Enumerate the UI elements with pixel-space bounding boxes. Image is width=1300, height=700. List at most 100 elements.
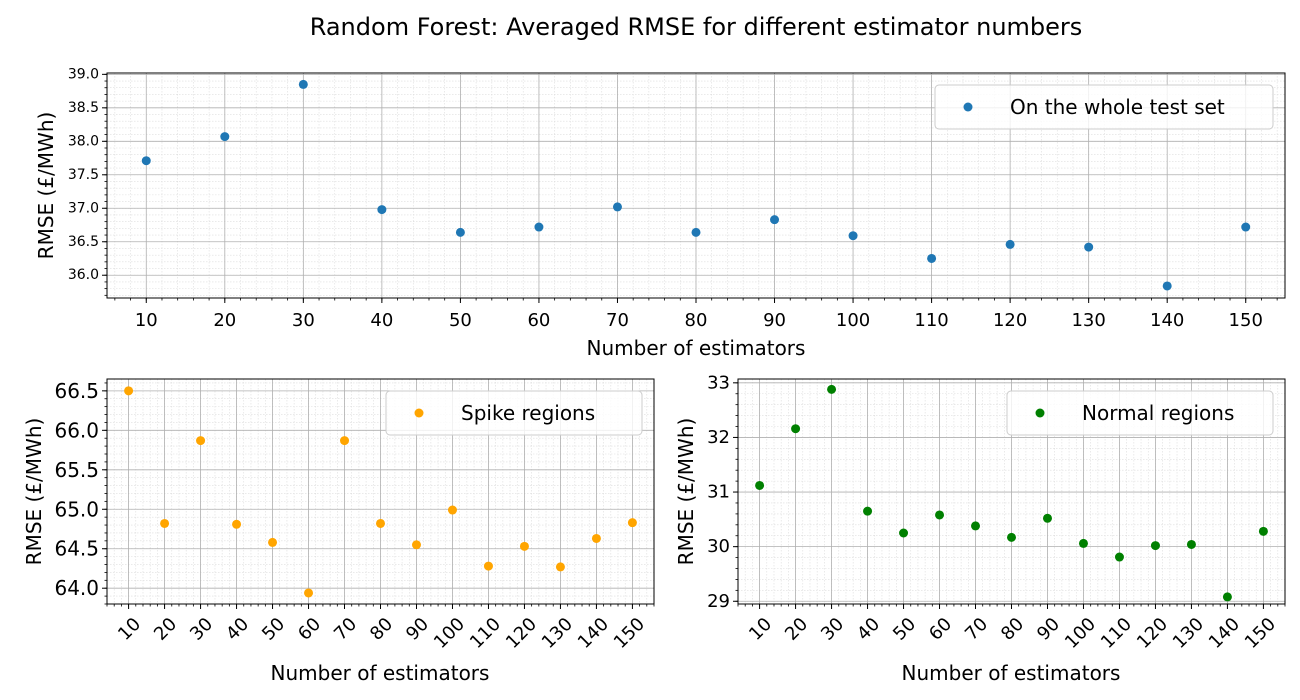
data-point bbox=[1114, 552, 1124, 562]
data-point bbox=[1042, 513, 1052, 523]
data-point bbox=[304, 588, 314, 598]
x-tick-label: 10 bbox=[135, 310, 158, 331]
x-tick-label: 140 bbox=[1205, 614, 1244, 653]
x-tick-label: 40 bbox=[222, 614, 253, 645]
data-point bbox=[927, 253, 937, 263]
data-point bbox=[627, 518, 637, 528]
x-tick-label: 100 bbox=[1061, 614, 1100, 653]
data-point bbox=[1222, 592, 1232, 602]
plot-frame bbox=[737, 378, 1286, 605]
data-point bbox=[232, 519, 242, 529]
data-point bbox=[1084, 242, 1094, 252]
data-point bbox=[827, 384, 837, 394]
legend: Spike regions bbox=[385, 390, 643, 436]
data-point bbox=[1078, 538, 1088, 548]
chart-panel-3: 10 20 30 40 50 60 70 80 901001101201301401502930… bbox=[674, 372, 1286, 685]
data-point bbox=[376, 518, 385, 528]
x-tick-label: 90 bbox=[1033, 614, 1064, 645]
y-tick-label: 37.0 bbox=[68, 200, 99, 216]
legend-label: On the whole test set bbox=[1010, 95, 1225, 119]
plot-frame bbox=[106, 378, 655, 605]
legend-box bbox=[1006, 390, 1274, 436]
x-tick-label: 110 bbox=[914, 310, 948, 331]
x-tick-label: 150 bbox=[1229, 310, 1263, 331]
y-tick-label: 64.5 bbox=[54, 537, 99, 561]
data-point bbox=[447, 505, 457, 515]
data-point bbox=[1150, 541, 1160, 551]
data-point bbox=[534, 222, 544, 232]
data-point bbox=[1007, 532, 1016, 542]
data-point bbox=[1258, 526, 1268, 536]
data-point bbox=[377, 205, 387, 215]
data-point bbox=[411, 540, 421, 550]
x-tick-label: 20 bbox=[213, 310, 236, 331]
data-point bbox=[141, 156, 151, 166]
data-point bbox=[160, 518, 170, 528]
y-tick-label: 39.0 bbox=[68, 66, 99, 82]
data-point bbox=[220, 132, 230, 142]
legend: Normal regions bbox=[1006, 390, 1274, 436]
data-point bbox=[755, 480, 765, 490]
data-point bbox=[124, 386, 134, 396]
legend-box bbox=[385, 390, 643, 436]
x-tick-label: 100 bbox=[836, 310, 870, 331]
y-tick-label: 30 bbox=[707, 536, 730, 557]
data-point bbox=[555, 562, 565, 572]
y-tick-label: 64.0 bbox=[54, 576, 99, 600]
x-axis-label: Number of estimators bbox=[587, 336, 806, 360]
data-point bbox=[691, 227, 701, 237]
plot-frame bbox=[106, 72, 1286, 299]
x-tick-label: 140 bbox=[574, 614, 613, 653]
y-tick-label: 29 bbox=[707, 591, 730, 612]
x-tick-label: 120 bbox=[502, 614, 541, 653]
x-tick-label: 60 bbox=[294, 614, 325, 645]
data-point bbox=[899, 528, 909, 538]
data-point bbox=[268, 537, 278, 547]
y-tick-label: 33 bbox=[707, 372, 730, 393]
y-tick-label: 66.5 bbox=[54, 379, 99, 403]
x-tick-label: 30 bbox=[292, 310, 315, 331]
chart-panel-1: 10 20 30 40 50 60 70 80 90 100 110 120 130 140 150 36.0… bbox=[34, 66, 1286, 360]
x-tick-label: 80 bbox=[685, 310, 708, 331]
x-tick-label: 80 bbox=[997, 614, 1028, 645]
y-tick-label: 37.5 bbox=[68, 167, 99, 183]
x-tick-label: 50 bbox=[449, 310, 472, 331]
legend-marker bbox=[963, 102, 973, 112]
x-tick-label: 90 bbox=[402, 614, 433, 645]
y-tick-label: 31 bbox=[707, 482, 730, 503]
x-tick-label: 140 bbox=[1150, 310, 1184, 331]
x-tick-label: 100 bbox=[430, 614, 469, 653]
data-point bbox=[935, 510, 945, 520]
y-tick-label: 36.0 bbox=[68, 267, 99, 283]
x-tick-label: 20 bbox=[781, 614, 812, 645]
y-tick-label: 65.0 bbox=[54, 497, 99, 521]
data-point bbox=[1162, 281, 1172, 291]
x-tick-label: 60 bbox=[527, 310, 550, 331]
x-tick-label: 120 bbox=[1133, 614, 1172, 653]
x-tick-label: 50 bbox=[258, 614, 289, 645]
data-point bbox=[196, 436, 206, 446]
data-point bbox=[1241, 222, 1251, 232]
data-point bbox=[1186, 539, 1196, 549]
legend-marker bbox=[414, 408, 424, 418]
y-tick-label: 38.5 bbox=[68, 100, 99, 116]
data-point bbox=[791, 424, 801, 434]
data-point bbox=[519, 541, 529, 551]
data-point bbox=[971, 521, 981, 531]
y-axis-label: RMSE (£/MWh) bbox=[34, 112, 58, 260]
x-tick-label: 150 bbox=[610, 614, 649, 653]
x-tick-label: 30 bbox=[186, 614, 217, 645]
x-tick-label: 70 bbox=[330, 614, 361, 645]
x-axis-label: Number of estimators bbox=[902, 661, 1121, 685]
x-tick-label: 130 bbox=[1169, 614, 1208, 653]
y-tick-label: 65.5 bbox=[54, 458, 99, 482]
x-tick-label: 40 bbox=[853, 614, 884, 645]
y-tick-label: 36.5 bbox=[68, 234, 99, 250]
x-tick-label: 110 bbox=[466, 614, 505, 653]
legend-box bbox=[934, 84, 1274, 130]
x-tick-label: 120 bbox=[993, 310, 1027, 331]
y-axis-label: RMSE (£/MWh) bbox=[22, 418, 46, 566]
x-tick-label: 130 bbox=[538, 614, 577, 653]
